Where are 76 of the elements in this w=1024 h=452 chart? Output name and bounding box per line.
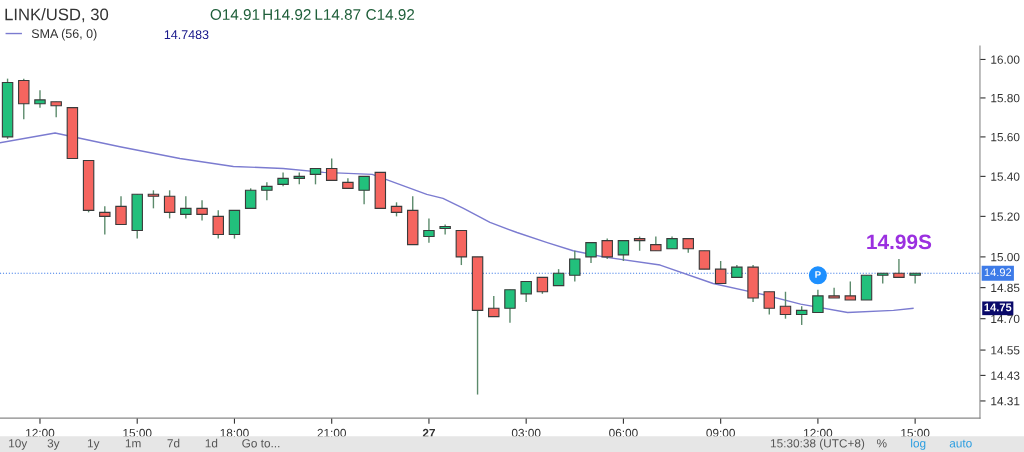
text: 7d [167, 438, 180, 448]
text: 14.7483 [164, 30, 209, 40]
candlestick [99, 205, 111, 236]
candlestick [115, 195, 127, 226]
y-tick-label: 15.60 [991, 132, 1020, 142]
text: 1y [87, 439, 100, 450]
x-tick-label: 27 [422, 428, 435, 438]
x-tick-label: 15:00 [123, 428, 152, 438]
text: 15:30:38 (UTC+8) [770, 438, 865, 450]
candlestick [212, 209, 224, 240]
candlestick [844, 280, 857, 301]
candlestick [163, 189, 176, 220]
candlestick [50, 101, 62, 119]
candlestick [34, 89, 46, 109]
candlestick [893, 258, 905, 279]
candlestick [698, 250, 711, 270]
text: 1d [205, 438, 218, 448]
y-tick-label: 14.31 [991, 396, 1020, 406]
x-tick-label: 09:00 [706, 428, 735, 438]
chart-title: LINK/USD, 30 [5, 8, 109, 23]
ref-line-label: 14.92 [984, 268, 1012, 277]
y-tick-label: 15.20 [991, 212, 1020, 221]
x-tick-label: 21:00 [317, 428, 347, 438]
text: log [911, 438, 926, 450]
y-tick-label: 14.55 [991, 346, 1020, 355]
text: 14.75 [984, 303, 1012, 312]
text: C14.92 [366, 9, 415, 20]
y-tick-label: 16.00 [991, 55, 1020, 64]
legend-label: SMA (56, 0) [31, 28, 97, 41]
candlestick [569, 250, 581, 283]
candlestick [147, 189, 160, 210]
candlestick [423, 217, 435, 244]
text: 1m [125, 439, 141, 448]
candlestick [763, 291, 776, 316]
y-tick-label: 14.43 [991, 371, 1020, 380]
text: % [876, 439, 887, 448]
y-tick-label: 14.85 [991, 283, 1020, 293]
candlestick [244, 187, 257, 210]
candlestick [18, 77, 30, 121]
text: auto [949, 439, 972, 448]
candlestick [909, 272, 921, 285]
candlestick [601, 237, 613, 260]
x-tick-label: 12:00 [804, 428, 833, 438]
x-tick-label: 12:00 [26, 428, 55, 438]
candlestick [325, 157, 338, 182]
text: L14.87 [315, 9, 361, 20]
y-tick-label: 14.70 [991, 314, 1020, 324]
y-tick-label: 15.80 [991, 93, 1020, 103]
candlestick [196, 199, 208, 222]
text: 3y [47, 439, 60, 450]
candlestick [261, 181, 273, 202]
candlestick [779, 291, 792, 320]
candlestick [520, 280, 532, 303]
annotation: P [815, 271, 821, 278]
candlestick [439, 223, 451, 236]
candlestick [585, 241, 597, 264]
x-tick-label: 15:00 [901, 428, 930, 438]
candlestick [488, 295, 500, 318]
text: O14.91 [210, 9, 260, 20]
y-tick-label: 15.00 [991, 252, 1020, 262]
candlestick [358, 175, 370, 206]
candlestick [812, 289, 824, 314]
x-tick-label: 06:00 [609, 428, 638, 438]
text: Go to... [242, 439, 280, 448]
x-tick-label: 18:00 [220, 428, 249, 438]
candlestick [504, 289, 516, 324]
y-tick-label: 15.40 [991, 172, 1020, 181]
candlestick [617, 239, 630, 262]
candlestick [714, 260, 727, 285]
candlestick [795, 305, 808, 326]
x-tick-label: 03:00 [511, 428, 541, 438]
candlestick [828, 286, 840, 299]
candlestick [180, 195, 192, 220]
text: 10y [9, 439, 28, 450]
text: H14.92 [263, 9, 311, 20]
annotation: 14.99S [867, 234, 932, 250]
